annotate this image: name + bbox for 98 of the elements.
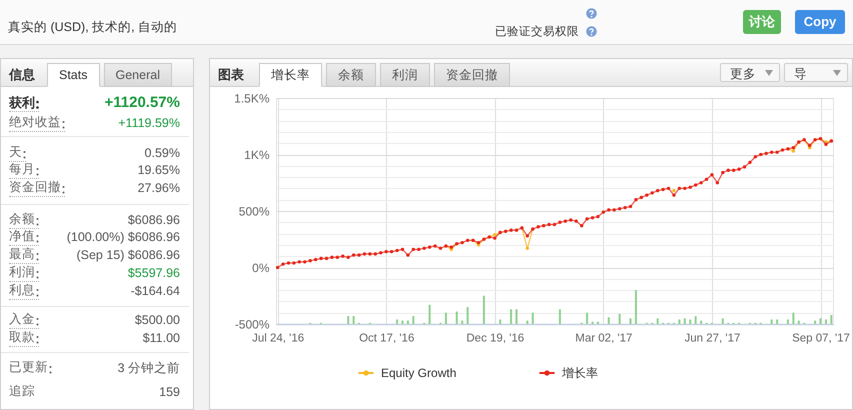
bar (608, 317, 610, 324)
category-label: 资金回撤 (9, 179, 61, 196)
bar (618, 314, 621, 324)
bar (656, 318, 659, 324)
bar (406, 320, 409, 324)
bar (689, 319, 692, 324)
bar (482, 296, 485, 324)
bar (634, 290, 637, 324)
category-label: 绝对收益 (9, 114, 61, 131)
point (526, 246, 530, 250)
bar (466, 307, 469, 324)
bar (347, 316, 350, 324)
text: 0.59% (144, 146, 180, 160)
bar (396, 319, 398, 324)
bar (456, 312, 458, 324)
category-label: 追踪 (9, 383, 35, 400)
tab: Stats (47, 63, 100, 87)
category-label: 利润 (9, 264, 35, 281)
x-tick-label: Dec 19, '16 (466, 332, 524, 344)
bar (722, 318, 724, 324)
text: $5597.96 (128, 266, 180, 280)
point (792, 149, 796, 153)
bar (630, 318, 632, 324)
x-tick-label: Sep 07, '17 (792, 332, 850, 344)
text: 真实的 (USD), 技术的, 自动的 (8, 19, 178, 36)
x-tick-label: Jun 27, '17 (684, 332, 740, 344)
category-label: 利息 (9, 282, 35, 299)
bar (516, 309, 518, 324)
bar (558, 309, 561, 324)
x-tick-label: Oct 17, '16 (359, 332, 414, 344)
bar (820, 318, 822, 324)
text: 27.96% (138, 181, 180, 195)
bar (830, 314, 832, 324)
text: 19.65% (138, 163, 180, 177)
y-tick-label: -500% (234, 318, 270, 332)
bar (444, 312, 447, 324)
chart-title: 图表 (218, 66, 244, 84)
text: 信息 (9, 66, 35, 84)
category-label: 天 (9, 144, 22, 161)
text: (100.00%) $6086.96 (66, 230, 180, 244)
bar (798, 320, 800, 324)
text: -$164.64 (130, 284, 180, 298)
text: +1119.59% (118, 116, 180, 130)
category-label: 余额 (9, 211, 35, 228)
bar (694, 316, 697, 324)
x-tick-label: Mar 02, '17 (575, 332, 632, 344)
bar (684, 318, 686, 324)
tab: 增长率 (259, 63, 322, 87)
text: +1120.57% (104, 94, 180, 111)
category-label: 取款 (9, 329, 35, 346)
category-label: 净值 (9, 228, 35, 245)
bar (786, 319, 789, 324)
bar (461, 320, 464, 324)
tab: General (104, 63, 172, 87)
category-label: 已更新 (9, 359, 48, 376)
dropdown: 更多 (720, 63, 780, 82)
bar (510, 309, 512, 324)
bar (428, 304, 431, 324)
x-tick-label: Jul 24, '16 (252, 332, 304, 344)
bar (824, 319, 827, 324)
tab: 余额 (326, 63, 376, 87)
text: (Sep 15) $6086.96 (76, 248, 180, 262)
y-tick-label: 1K% (244, 148, 270, 162)
text: $11.00 (142, 331, 180, 345)
category-label: 每月 (9, 161, 35, 178)
text: $500.00 (134, 313, 180, 327)
text: 159 (159, 385, 180, 399)
dropdown: 导 (784, 63, 848, 82)
text: 3 分钟之前 (118, 361, 180, 375)
text: 已验证交易权限 (495, 24, 579, 39)
category-label: 入金 (9, 311, 35, 328)
bar (814, 320, 816, 324)
category-label: 获利 (9, 94, 35, 111)
bar (700, 320, 702, 324)
bar (401, 320, 404, 324)
bar (776, 319, 778, 324)
bar (499, 319, 502, 324)
point (493, 233, 496, 236)
bar (526, 320, 528, 324)
text: $6086.96 (128, 213, 180, 227)
y-tick-label: 500% (238, 204, 270, 218)
bar (412, 316, 414, 324)
bar (678, 319, 680, 324)
button: 讨论 (743, 10, 781, 34)
category-label: 最高 (9, 246, 35, 263)
point (672, 189, 676, 192)
y-tick-label: 1.5K% (234, 92, 270, 106)
bar (532, 312, 534, 324)
bar (770, 319, 773, 324)
legend-label: 增长率 (561, 366, 598, 380)
bar (352, 316, 355, 324)
tab: 利润 (380, 63, 430, 87)
bar (586, 312, 588, 324)
button: Copy (795, 10, 845, 34)
y-tick-label: 0% (252, 261, 270, 275)
bar (792, 312, 794, 324)
legend-label: Equity Growth (381, 366, 456, 380)
tab: 资金回撤 (434, 63, 510, 87)
